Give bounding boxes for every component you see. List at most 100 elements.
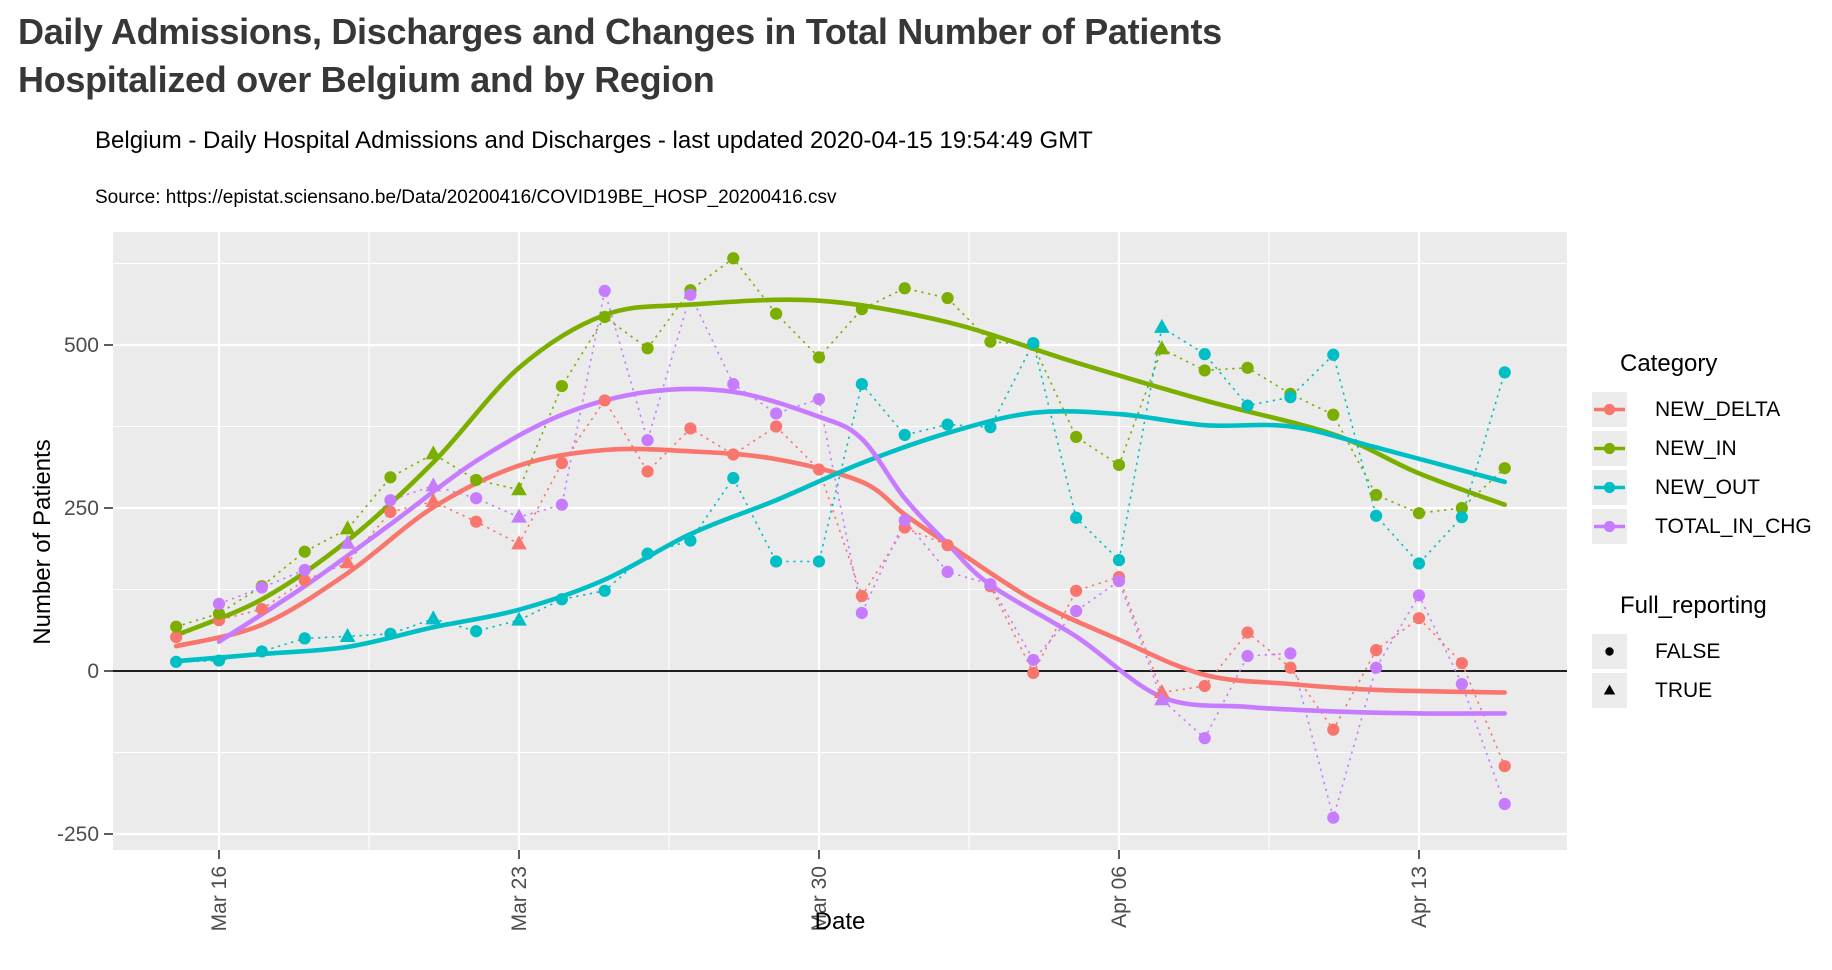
legend-category-title: Category: [1620, 350, 1718, 377]
data-point-TOTAL_IN_CHG: [727, 378, 740, 391]
y-tick-label: 500: [64, 334, 99, 357]
legend-key-NEW_OUT: [1592, 470, 1627, 505]
data-point-NEW_DELTA: [770, 420, 783, 433]
data-point-NEW_IN: [555, 379, 568, 393]
data-point-NEW_DELTA: [1027, 666, 1040, 680]
data-point-NEW_DELTA: [298, 574, 311, 587]
data-point-NEW_OUT: [425, 610, 442, 625]
legend-item-full-reporting-true: TRUE: [1592, 671, 1830, 710]
legend-label: NEW_DELTA: [1655, 397, 1781, 421]
data-point-NEW_OUT: [555, 593, 568, 606]
legend-item-NEW_DELTA: NEW_DELTA: [1592, 390, 1830, 429]
data-point-NEW_OUT: [1112, 554, 1126, 567]
data-point-NEW_DELTA: [1198, 679, 1211, 693]
data-point-NEW_DELTA: [339, 554, 356, 569]
data-point-NEW_IN: [1154, 340, 1170, 355]
data-point-TOTAL_IN_CHG: [984, 578, 997, 591]
data-point-TOTAL_IN_CHG: [470, 492, 483, 505]
data-point-TOTAL_IN_CHG: [511, 508, 527, 523]
data-point-NEW_OUT: [770, 555, 783, 568]
data-point-TOTAL_IN_CHG: [1284, 647, 1297, 660]
data-point-NEW_IN: [212, 607, 226, 620]
data-point-NEW_DELTA: [255, 602, 268, 616]
y-axis-title: Number of Patients: [29, 439, 56, 645]
x-tick-label: Apr 06: [1108, 866, 1131, 928]
data-point-NEW_OUT: [684, 534, 697, 547]
data-point-NEW_OUT: [339, 627, 356, 642]
trend-line-NEW_DELTA: [173, 446, 1507, 695]
y-tick-label: 0: [87, 660, 99, 683]
data-point-NEW_IN: [1112, 458, 1126, 472]
data-point-TOTAL_IN_CHG: [1455, 677, 1468, 691]
gridlines: [113, 232, 1567, 850]
legend-label: TRUE: [1655, 678, 1713, 702]
data-point-NEW_DELTA: [812, 463, 826, 476]
data-point-NEW_DELTA: [727, 448, 740, 461]
data-point-TOTAL_IN_CHG: [1412, 589, 1426, 602]
data-point-NEW_IN: [898, 282, 911, 295]
data-point-NEW_OUT: [212, 654, 226, 667]
data-point-TOTAL_IN_CHG: [684, 288, 697, 301]
data-point-NEW_DELTA: [1070, 584, 1083, 597]
x-tick-label: Mar 23: [508, 866, 531, 931]
data-point-NEW_OUT: [170, 655, 183, 668]
data-point-NEW_IN: [941, 291, 954, 305]
data-point-NEW_OUT: [511, 611, 527, 626]
data-point-TOTAL_IN_CHG: [1327, 811, 1340, 824]
legend-key-NEW_IN: [1592, 431, 1627, 466]
data-point-TOTAL_IN_CHG: [425, 477, 442, 492]
data-point-NEW_OUT: [1198, 348, 1211, 361]
data-point-NEW_IN: [170, 620, 183, 633]
data-point-NEW_OUT: [1327, 348, 1340, 361]
data-point-TOTAL_IN_CHG: [898, 514, 911, 527]
data-point-TOTAL_IN_CHG: [598, 284, 611, 297]
data-point-TOTAL_IN_CHG: [255, 581, 268, 594]
data-point-NEW_DELTA: [425, 492, 442, 507]
data-point-NEW_IN: [641, 342, 654, 355]
data-point-NEW_OUT: [255, 645, 268, 658]
x-tick-label: Mar 30: [808, 866, 831, 931]
data-point-TOTAL_IN_CHG: [1241, 649, 1254, 663]
data-point-TOTAL_IN_CHG: [1498, 797, 1511, 811]
data-point-TOTAL_IN_CHG: [298, 563, 311, 577]
legend-item-TOTAL_IN_CHG: TOTAL_IN_CHG: [1592, 507, 1830, 546]
data-point-NEW_IN: [812, 351, 826, 364]
data-point-NEW_OUT: [898, 428, 911, 442]
data-point-NEW_OUT: [812, 555, 826, 568]
trend-line-NEW_IN: [173, 297, 1507, 638]
data-point-NEW_DELTA: [555, 456, 568, 470]
data-point-NEW_OUT: [727, 471, 740, 485]
data-point-NEW_IN: [1198, 364, 1211, 377]
x-axis-title: Date: [814, 908, 866, 935]
data-point-NEW_OUT: [598, 584, 611, 597]
data-point-TOTAL_IN_CHG: [1027, 653, 1040, 667]
legend-key-NEW_DELTA: [1592, 392, 1627, 427]
data-point-NEW_IN: [384, 471, 397, 484]
data-point-NEW_DELTA: [855, 589, 868, 603]
legend-label: TOTAL_IN_CHG: [1655, 514, 1812, 538]
legend-label: FALSE: [1655, 639, 1721, 663]
data-point-NEW_OUT: [384, 627, 397, 640]
trend-line-TOTAL_IN_CHG: [216, 386, 1507, 716]
data-point-TOTAL_IN_CHG: [1370, 661, 1383, 674]
axes: -250 0 250 500 Mar 16 Mar 23 Mar 30 Apr 06 Apr 1…: [57, 334, 1431, 931]
data-point-NEW_IN: [1070, 430, 1083, 444]
data-point-NEW_OUT: [298, 632, 311, 645]
data-point-NEW_OUT: [1241, 399, 1254, 412]
data-point-NEW_IN: [470, 473, 483, 487]
data-point-NEW_DELTA: [511, 535, 527, 550]
legend-item-full-reporting-false: FALSE: [1592, 632, 1830, 671]
data-point-NEW_DELTA: [684, 422, 697, 435]
data-point-TOTAL_IN_CHG: [770, 407, 783, 420]
chart-source: Source: https://epistat.sciensano.be/Dat…: [95, 187, 837, 208]
data-point-NEW_OUT: [1284, 391, 1297, 404]
data-point-NEW_IN: [1370, 488, 1383, 502]
data-point-NEW_DELTA: [170, 630, 183, 644]
data-point-NEW_DELTA: [941, 539, 954, 552]
data-point-NEW_OUT: [941, 418, 954, 431]
legend-label: NEW_IN: [1655, 436, 1737, 460]
data-point-TOTAL_IN_CHG: [1070, 604, 1083, 618]
data-point-NEW_IN: [1327, 408, 1340, 421]
data-point-NEW_DELTA: [1284, 661, 1297, 674]
data-point-TOTAL_IN_CHG: [339, 534, 356, 549]
